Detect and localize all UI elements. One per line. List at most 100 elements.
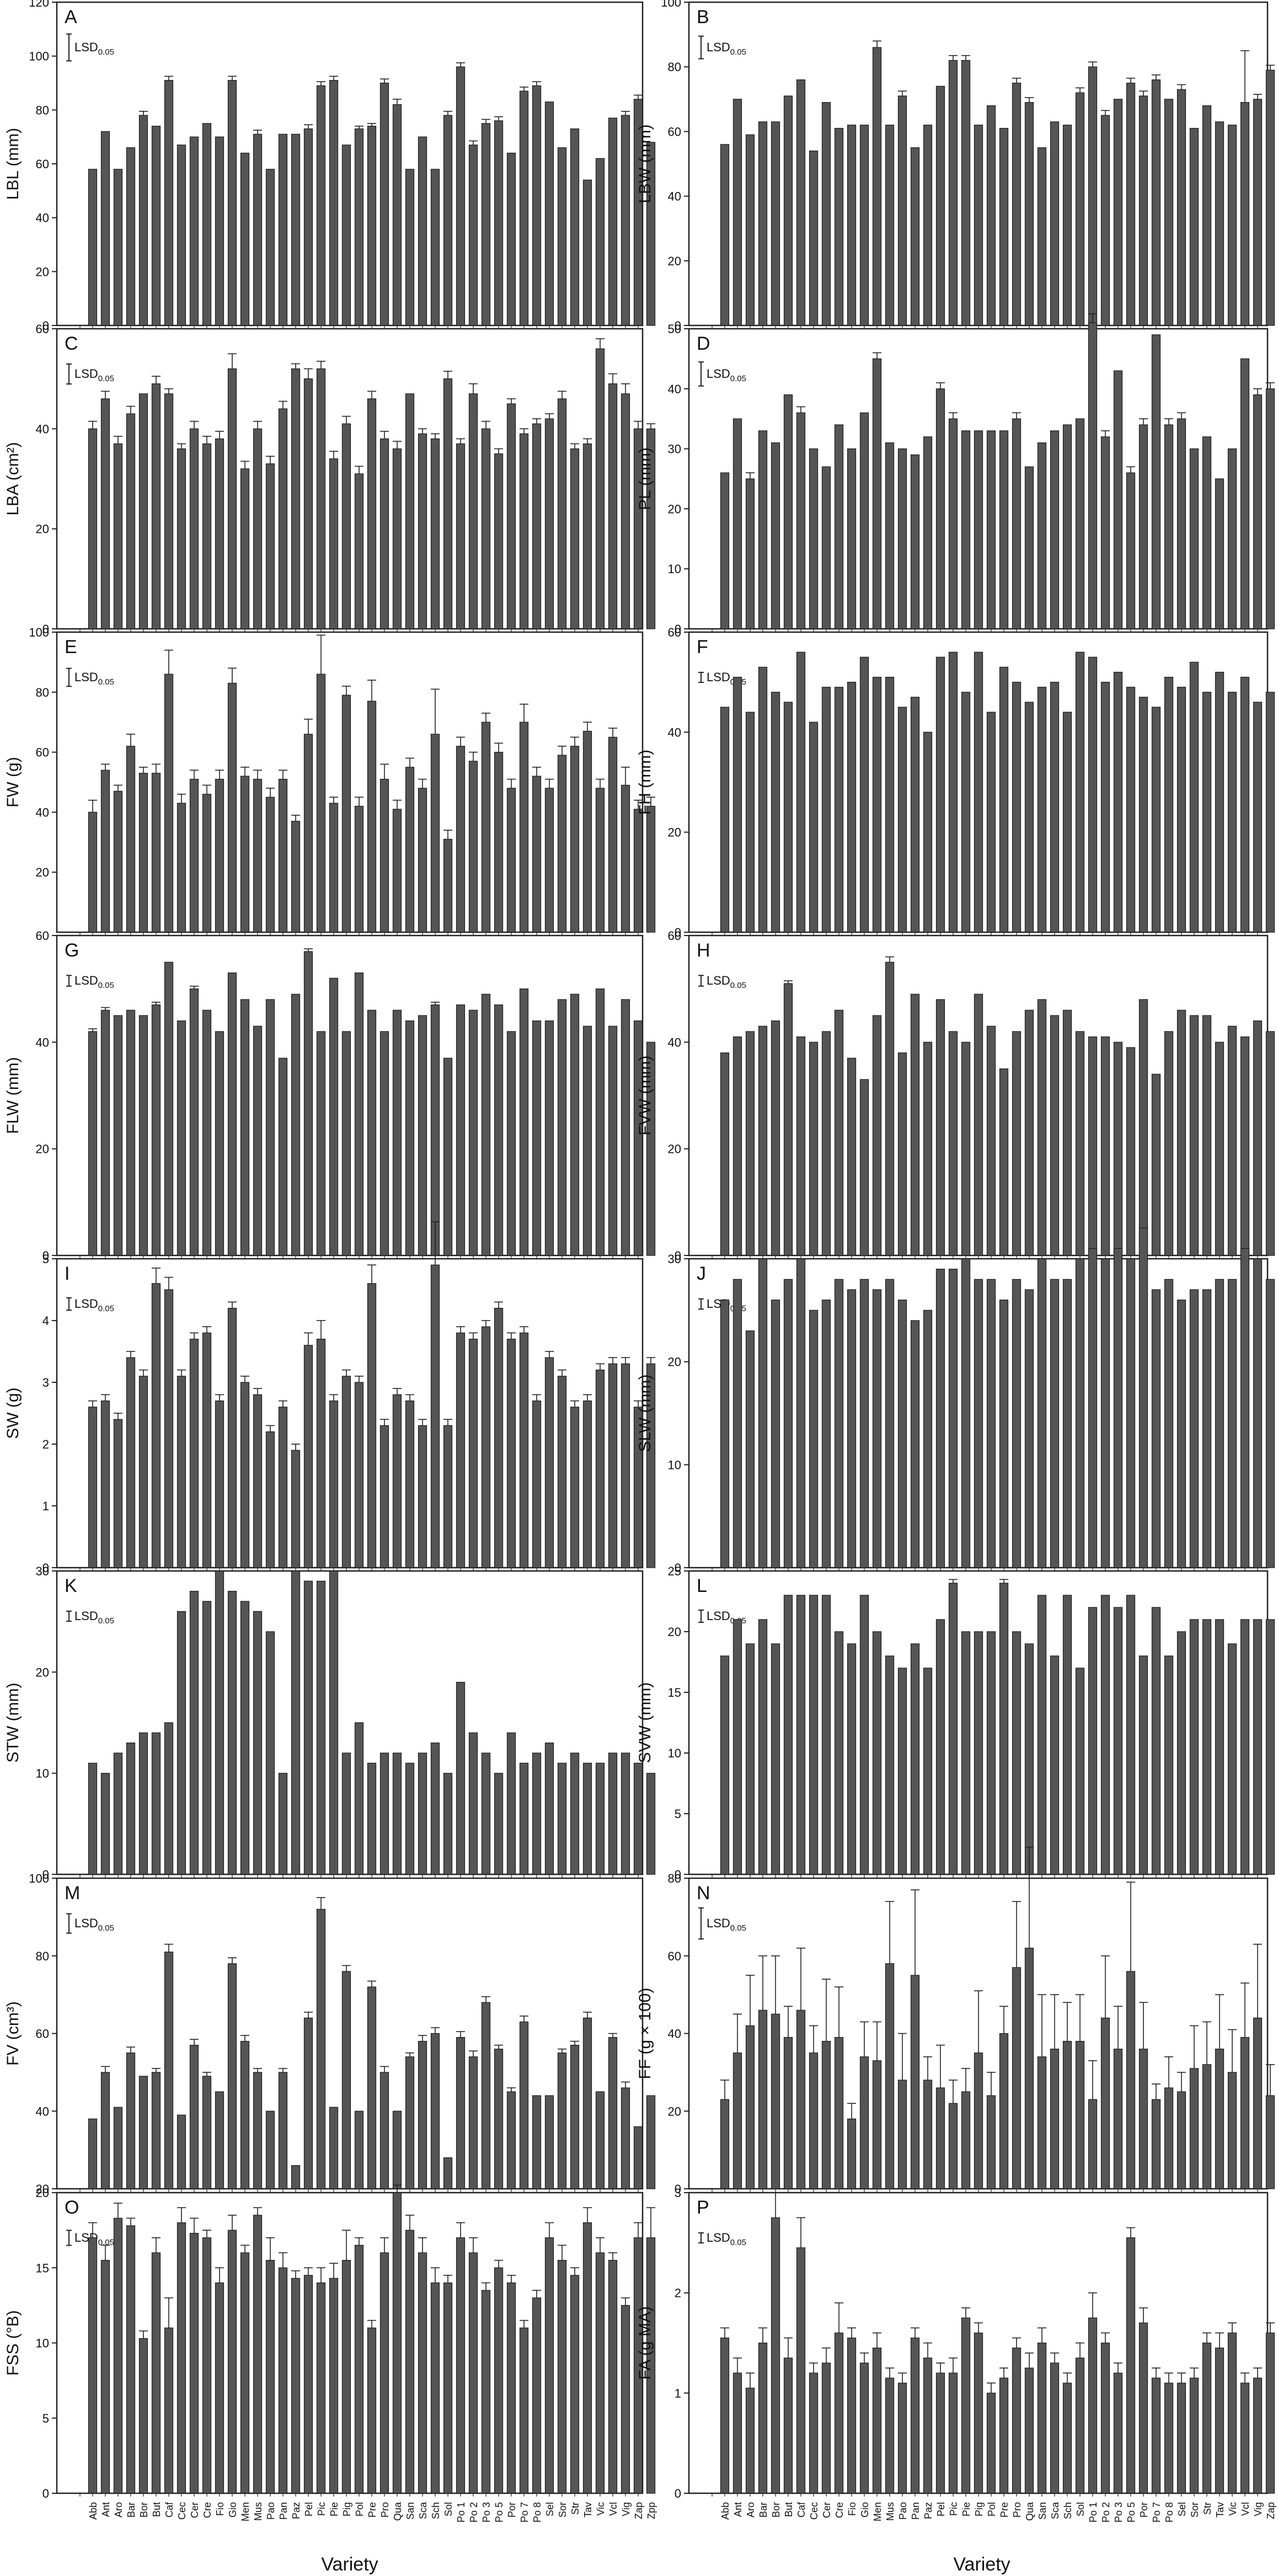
x-tick-label-0: Men — [240, 2502, 251, 2521]
y-tick-label: 10 — [668, 562, 681, 576]
bar-vig — [1253, 1020, 1263, 1256]
bar-san — [1037, 1258, 1047, 1568]
bar-vcl — [608, 1025, 618, 1256]
bar-por — [506, 2091, 516, 2189]
bar-pel — [303, 1345, 313, 1568]
bar-sca — [1050, 430, 1060, 629]
bar-aro — [745, 712, 755, 933]
bar-pel — [303, 2275, 313, 2494]
x-tick-label-1: Pan — [910, 2502, 921, 2520]
y-tick-label: 60 — [668, 1949, 681, 1963]
bar-vic — [595, 1762, 605, 1875]
bar-por — [1138, 95, 1148, 326]
bar-pel — [935, 1619, 945, 1875]
bar-po8 — [532, 1401, 542, 1568]
bar-vic — [1227, 1279, 1237, 1568]
bar-po5 — [1126, 1595, 1136, 1875]
bar-vcl — [608, 117, 618, 326]
bar-sol — [443, 115, 453, 326]
x-tick-label-1: But — [783, 2502, 794, 2517]
bar-aro — [745, 134, 755, 326]
bar-po8 — [532, 2297, 542, 2494]
bar-cec — [177, 1020, 186, 1256]
bar-qua — [392, 1752, 402, 1875]
bar-pic — [948, 2103, 958, 2189]
bar-gio — [859, 1079, 869, 1256]
bar-but — [151, 2072, 161, 2189]
bar-po1 — [456, 443, 466, 629]
bar-qua — [392, 809, 402, 933]
bar-po7 — [519, 722, 529, 933]
bar-cec — [177, 1611, 186, 1875]
bar-abb — [720, 472, 730, 629]
bar-tav — [1215, 2347, 1224, 2494]
bar-cec — [177, 803, 186, 933]
x-tick-label-0: Sch — [430, 2502, 441, 2519]
bar-abb — [88, 811, 98, 933]
bar-po5 — [1126, 2237, 1136, 2494]
bar-str — [570, 2275, 580, 2494]
bar-pic — [948, 1269, 958, 1568]
bar-sor — [1189, 2068, 1199, 2189]
bar-sor — [557, 1376, 567, 1568]
bar-ant — [100, 2072, 110, 2189]
bar-mus — [885, 1655, 895, 1875]
x-tick-label-0: Str — [570, 2502, 581, 2515]
bar-ant — [732, 1279, 742, 1568]
bar-abb — [720, 1300, 730, 1568]
bar-ant — [732, 676, 742, 933]
bar-sel — [544, 101, 554, 326]
bar-pie — [961, 692, 971, 933]
x-tick-label-1: Cre — [834, 2502, 845, 2518]
y-tick-label: 40 — [668, 382, 681, 396]
bar-caf — [796, 1595, 806, 1875]
bar-po2 — [1100, 115, 1110, 326]
bar-pao — [265, 999, 275, 1256]
bar-gio — [859, 1279, 869, 1568]
bar-str — [1202, 1015, 1212, 1256]
y-axis-label: SVW (mm) — [636, 1682, 654, 1763]
y-tick-label: 0 — [675, 2487, 681, 2500]
bar-men — [240, 1601, 250, 1875]
x-tick-label-0: Zpp — [646, 2502, 657, 2519]
y-tick-label: 20 — [668, 1355, 681, 1369]
bar-pic — [316, 1339, 326, 1568]
bar-vic — [595, 1370, 605, 1568]
bar-qua — [1024, 466, 1034, 629]
x-tick-label-1: Po 5 — [1126, 2502, 1137, 2522]
x-tick-label-1: Abb — [720, 2502, 731, 2520]
bar-sch — [1062, 424, 1072, 629]
y-axis-label: SLW (mm) — [636, 1374, 654, 1452]
x-tick-label-1: Aro — [745, 2502, 756, 2518]
bar-pie — [329, 458, 339, 629]
bar-vcl — [1240, 2382, 1250, 2494]
bar-pao — [897, 1300, 907, 1568]
bar-abb — [88, 2118, 98, 2189]
bar-cer — [821, 466, 831, 629]
bar-but — [783, 95, 793, 326]
bar-po8 — [1164, 1655, 1174, 1875]
bar-pro — [379, 1752, 389, 1875]
bar-but — [783, 983, 793, 1256]
y-tick-label: 5 — [42, 2412, 49, 2425]
bar-sol — [1075, 1258, 1085, 1568]
bar-zpp — [646, 142, 656, 326]
lsd-subscript: 0.05 — [730, 2238, 746, 2247]
bar-bor — [138, 393, 148, 629]
bar-sca — [418, 433, 427, 629]
bar-pie — [329, 803, 339, 933]
bar-bar — [126, 746, 136, 933]
bar-pan — [910, 697, 920, 933]
bar-pro — [379, 1425, 389, 1568]
bar-gio — [227, 1308, 237, 1568]
bar-pie — [329, 80, 339, 326]
x-tick-label-0: Pig — [341, 2502, 352, 2516]
bar-pol — [986, 1631, 996, 1875]
bar-pre — [367, 1986, 377, 2189]
bar-gio — [227, 972, 237, 1256]
y-tick-label: 20 — [668, 502, 681, 516]
bar-mus — [253, 1025, 263, 1256]
bar-pic — [948, 1583, 958, 1875]
bar-str — [1202, 1619, 1212, 1875]
